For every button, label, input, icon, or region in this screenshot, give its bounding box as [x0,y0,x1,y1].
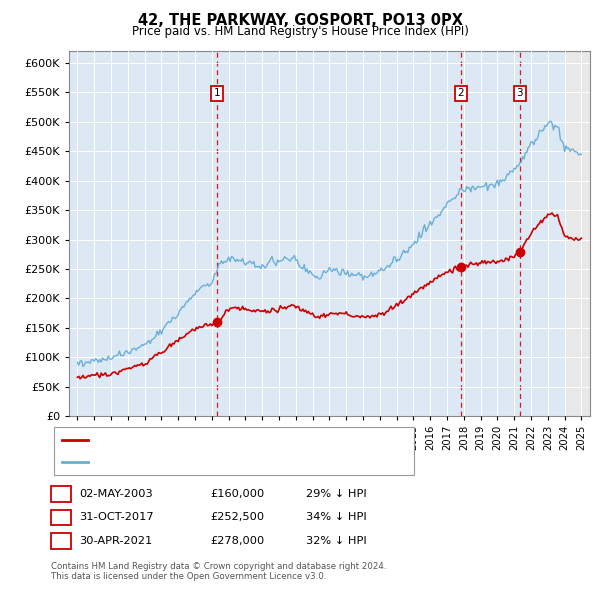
Text: £160,000: £160,000 [210,489,264,499]
Text: 31-OCT-2017: 31-OCT-2017 [79,513,154,522]
Text: 2: 2 [57,511,65,524]
Text: £278,000: £278,000 [210,536,264,546]
Text: 2: 2 [458,88,464,99]
Text: HPI: Average price, detached house, Gosport: HPI: Average price, detached house, Gosp… [91,457,337,467]
Text: 1: 1 [214,88,221,99]
Text: 3: 3 [57,535,65,548]
Text: £252,500: £252,500 [210,513,264,522]
Bar [69,51,565,416]
Text: 3: 3 [517,88,523,99]
Text: 30-APR-2021: 30-APR-2021 [79,536,152,546]
Text: 1: 1 [57,487,65,500]
Text: 32% ↓ HPI: 32% ↓ HPI [306,536,367,546]
Text: 42, THE PARKWAY, GOSPORT, PO13 0PX (detached house): 42, THE PARKWAY, GOSPORT, PO13 0PX (deta… [91,435,408,445]
Text: 29% ↓ HPI: 29% ↓ HPI [306,489,367,499]
Bar [565,51,590,416]
Text: Contains HM Land Registry data © Crown copyright and database right 2024.
This d: Contains HM Land Registry data © Crown c… [51,562,386,581]
Text: 42, THE PARKWAY, GOSPORT, PO13 0PX: 42, THE PARKWAY, GOSPORT, PO13 0PX [137,13,463,28]
Text: Price paid vs. HM Land Registry's House Price Index (HPI): Price paid vs. HM Land Registry's House … [131,25,469,38]
Text: 02-MAY-2003: 02-MAY-2003 [79,489,153,499]
Text: 34% ↓ HPI: 34% ↓ HPI [306,513,367,522]
